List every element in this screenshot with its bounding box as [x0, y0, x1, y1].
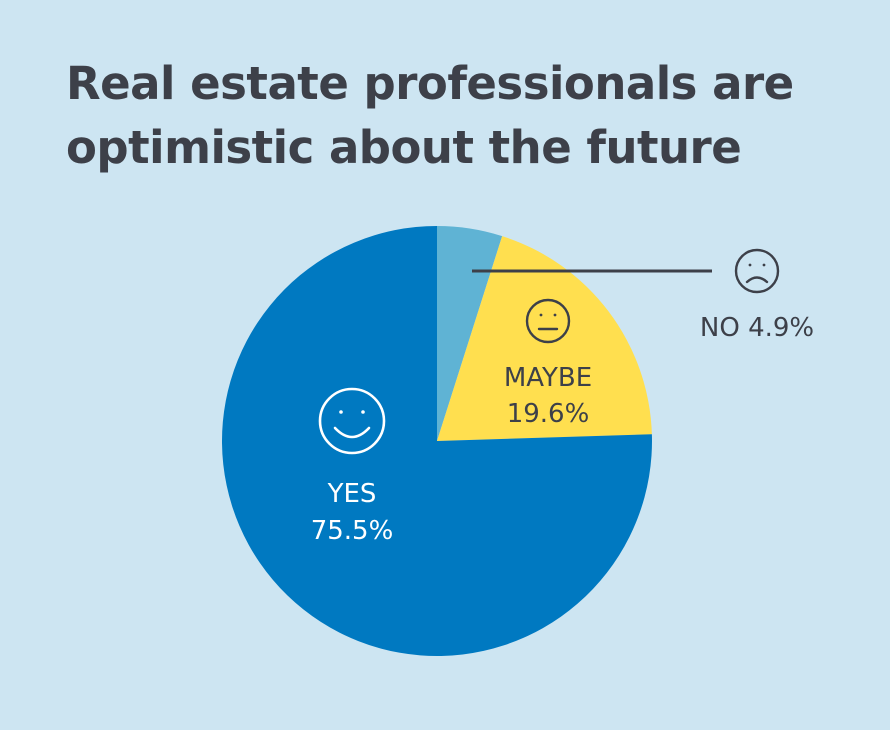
pie-slices: [221, 226, 652, 656]
maybe-label: MAYBE: [504, 363, 592, 393]
neutral-face-icon: [525, 298, 571, 344]
yes-value: 75.5%: [311, 516, 394, 546]
title-line-1: Real estate professionals are: [66, 57, 794, 110]
pie-slice-yes: [221, 226, 652, 656]
chart-title: Real estate professionals are optimistic…: [66, 52, 866, 180]
sad-face-icon: [734, 248, 780, 294]
maybe-value: 19.6%: [507, 399, 590, 429]
title-line-2: optimistic about the future: [66, 121, 742, 174]
pie-slice-maybe: [437, 236, 652, 441]
pie-slice-no: [437, 226, 503, 441]
happy-face-icon: [318, 387, 386, 455]
no-label: NO 4.9%: [700, 313, 814, 343]
yes-label: YES: [327, 479, 377, 509]
